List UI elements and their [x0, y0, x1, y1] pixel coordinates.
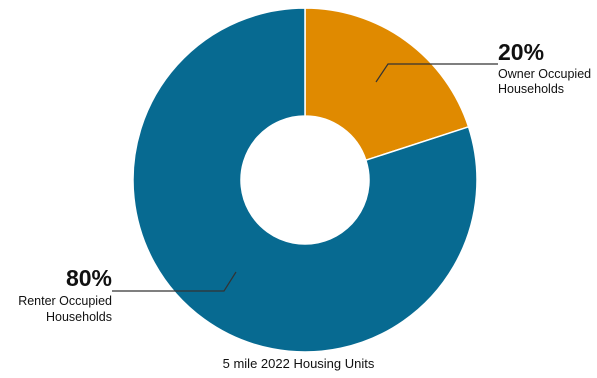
slice-label-owner-line-2: Households — [498, 82, 564, 96]
donut-slice-owner — [304, 7, 470, 162]
slice-label-renter-line-2: Households — [46, 310, 112, 324]
donut-slice-renter — [132, 7, 478, 353]
pct-label-renter: 80% — [66, 265, 112, 291]
leader-line-renter — [112, 271, 237, 292]
leader-line-owner — [375, 63, 498, 83]
pct-label-owner: 20% — [498, 39, 544, 65]
chart-caption: 5 mile 2022 Housing Units — [222, 356, 375, 371]
slice-label-owner-line-1: Owner Occupied — [498, 67, 591, 81]
slice-label-renter-line-1: Renter Occupied — [18, 294, 112, 308]
